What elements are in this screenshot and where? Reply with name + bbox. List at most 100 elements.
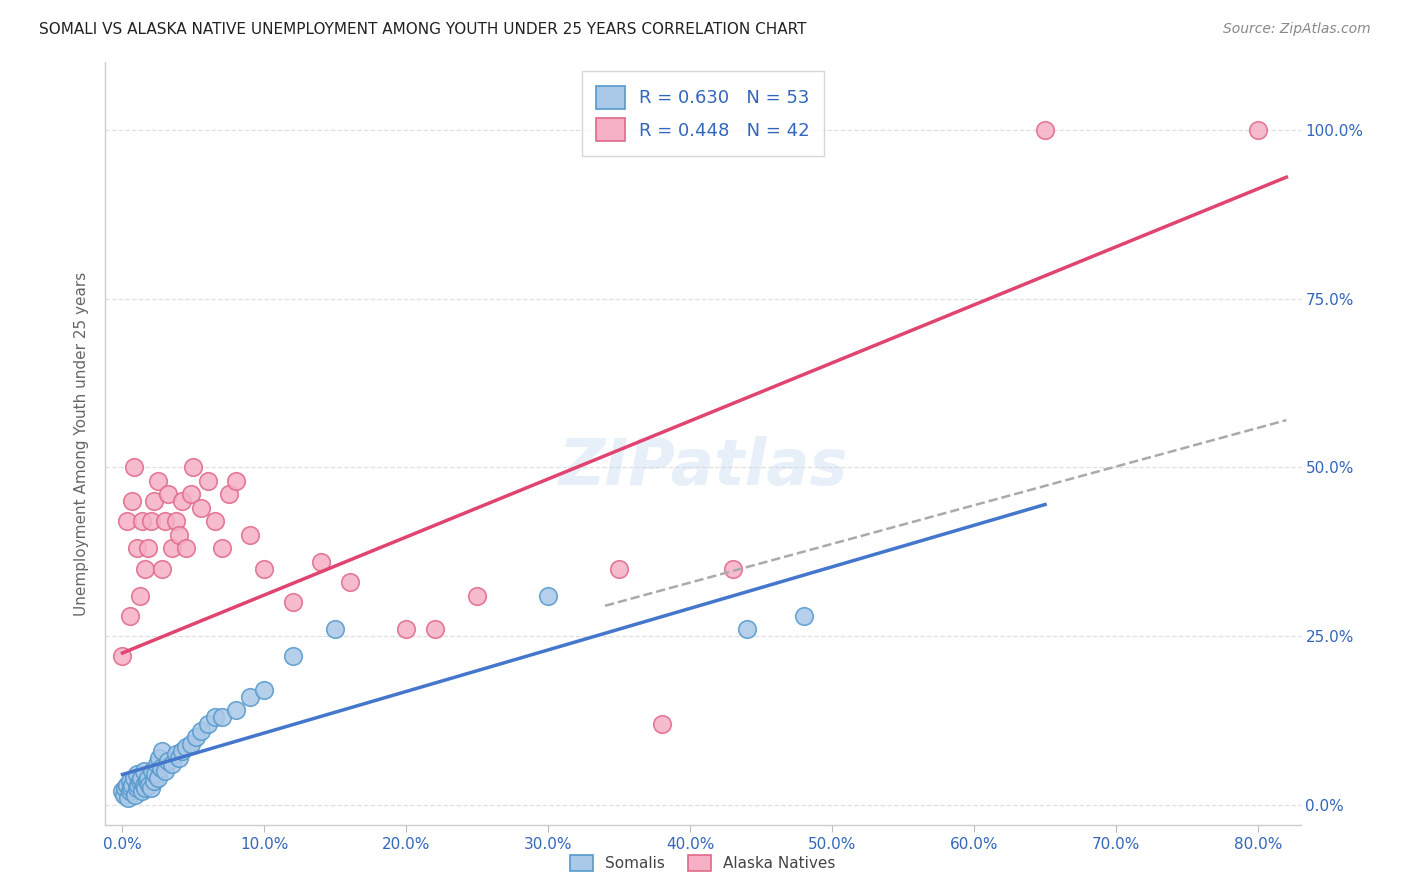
Text: ZIPatlas: ZIPatlas <box>558 435 848 498</box>
Point <box>190 723 212 738</box>
Point <box>139 780 162 795</box>
Point <box>150 744 173 758</box>
Point <box>114 780 136 795</box>
Point <box>735 623 758 637</box>
Point <box>153 515 176 529</box>
Point <box>793 608 815 623</box>
Point <box>180 487 202 501</box>
Point <box>1033 123 1056 137</box>
Legend: R = 0.630   N = 53, R = 0.448   N = 42: R = 0.630 N = 53, R = 0.448 N = 42 <box>582 71 824 156</box>
Point <box>131 784 153 798</box>
Point <box>197 474 219 488</box>
Point <box>225 703 247 717</box>
Point <box>148 750 170 764</box>
Point <box>124 788 146 802</box>
Point <box>146 771 169 785</box>
Point <box>651 717 673 731</box>
Point <box>149 761 172 775</box>
Point <box>112 788 135 802</box>
Point <box>121 494 143 508</box>
Point <box>125 541 148 556</box>
Point <box>211 710 233 724</box>
Point <box>253 683 276 698</box>
Point <box>1247 123 1270 137</box>
Point <box>167 528 190 542</box>
Point <box>218 487 240 501</box>
Point <box>121 778 143 792</box>
Point <box>325 623 347 637</box>
Legend: Somalis, Alaska Natives: Somalis, Alaska Natives <box>564 849 842 877</box>
Point <box>180 737 202 751</box>
Point <box>118 774 141 789</box>
Point <box>165 515 187 529</box>
Point <box>160 541 183 556</box>
Text: SOMALI VS ALASKA NATIVE UNEMPLOYMENT AMONG YOUTH UNDER 25 YEARS CORRELATION CHAR: SOMALI VS ALASKA NATIVE UNEMPLOYMENT AMO… <box>39 22 807 37</box>
Point <box>197 717 219 731</box>
Point <box>128 774 150 789</box>
Point <box>186 731 208 745</box>
Point <box>115 778 138 792</box>
Point <box>118 608 141 623</box>
Point <box>160 757 183 772</box>
Point <box>122 460 145 475</box>
Point <box>204 515 226 529</box>
Point <box>142 774 165 789</box>
Point <box>131 515 153 529</box>
Point <box>607 561 630 575</box>
Point <box>204 710 226 724</box>
Point <box>135 774 157 789</box>
Point <box>281 649 304 664</box>
Point <box>156 487 179 501</box>
Text: Source: ZipAtlas.com: Source: ZipAtlas.com <box>1223 22 1371 37</box>
Point <box>138 778 160 792</box>
Point <box>115 515 138 529</box>
Point <box>134 780 156 795</box>
Point <box>136 541 159 556</box>
Point <box>721 561 744 575</box>
Point <box>111 649 134 664</box>
Point <box>465 589 488 603</box>
Point <box>127 778 149 792</box>
Point <box>156 754 179 768</box>
Point <box>136 771 159 785</box>
Point <box>145 757 167 772</box>
Point <box>225 474 247 488</box>
Point <box>111 784 134 798</box>
Point <box>143 767 166 781</box>
Point <box>132 764 155 778</box>
Point <box>423 623 446 637</box>
Point <box>129 771 152 785</box>
Point <box>190 500 212 515</box>
Point <box>176 541 198 556</box>
Point <box>153 764 176 778</box>
Point <box>125 767 148 781</box>
Point <box>395 623 418 637</box>
Point <box>211 541 233 556</box>
Point <box>183 460 205 475</box>
Point <box>165 747 187 762</box>
Y-axis label: Unemployment Among Youth under 25 years: Unemployment Among Youth under 25 years <box>75 272 90 615</box>
Point <box>132 778 155 792</box>
Point <box>309 555 332 569</box>
Point <box>125 780 148 795</box>
Point <box>537 589 560 603</box>
Point <box>120 780 142 795</box>
Point <box>122 771 145 785</box>
Point <box>339 575 361 590</box>
Point <box>142 494 165 508</box>
Point <box>172 494 194 508</box>
Point <box>172 744 194 758</box>
Point <box>281 595 304 609</box>
Point <box>253 561 276 575</box>
Point <box>134 561 156 575</box>
Point <box>128 589 150 603</box>
Point <box>150 561 173 575</box>
Point <box>118 784 141 798</box>
Point <box>167 750 190 764</box>
Point <box>141 764 163 778</box>
Point <box>117 791 139 805</box>
Point <box>239 690 262 704</box>
Point <box>146 474 169 488</box>
Point <box>139 515 162 529</box>
Point <box>176 740 198 755</box>
